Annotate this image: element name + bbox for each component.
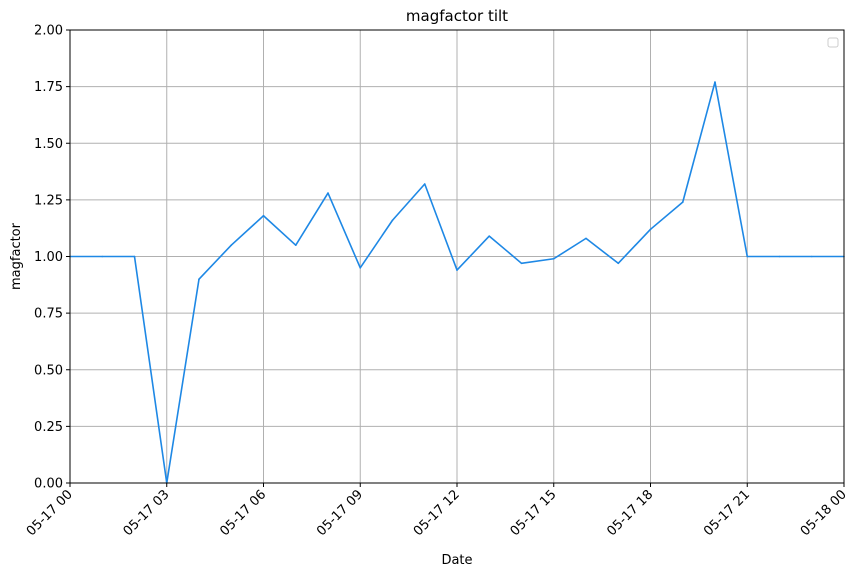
x-tick-label: 05-17 18	[604, 487, 656, 539]
data-point	[714, 81, 716, 83]
data-point	[488, 235, 491, 237]
ticks: 05-17 00 05-17 03 05-17 06 05-17 09 05-17 12…	[24, 24, 850, 540]
data-point	[456, 269, 458, 271]
data-point	[391, 219, 394, 222]
y-tick-label: 2.00	[34, 24, 63, 39]
x-tick-label: 05-17 06	[217, 487, 269, 539]
data-point	[198, 278, 200, 280]
data-point	[133, 255, 136, 258]
data-point	[778, 255, 781, 258]
data-point	[262, 214, 265, 217]
x-tick-label: 05-17 15	[508, 487, 560, 539]
x-tick-label: 05-17 03	[121, 487, 173, 539]
y-tick-label: 1.00	[34, 250, 63, 265]
chart-title: magfactor tilt	[406, 7, 508, 25]
x-tick-label: 05-17 00	[24, 487, 76, 539]
y-tick-label: 0.25	[34, 420, 63, 435]
legend-box	[827, 37, 839, 48]
y-tick-label: 0.00	[34, 477, 63, 492]
data-point	[327, 192, 329, 194]
y-tick-label: 1.75	[34, 80, 63, 95]
y-tick-label: 1.25	[34, 193, 63, 208]
y-axis-label: magfactor	[9, 222, 24, 290]
x-axis-label: Date	[441, 553, 472, 568]
data-point	[746, 255, 749, 258]
data-point	[617, 262, 620, 265]
x-tick-label: 05-17 12	[411, 487, 463, 539]
y-tick-label: 0.75	[34, 307, 63, 322]
data-point	[423, 183, 426, 185]
data-point	[294, 244, 297, 246]
y-tick-label: 1.50	[34, 137, 63, 152]
data-point	[230, 244, 233, 246]
x-tick-label: 05-17 21	[701, 487, 753, 539]
y-tick-label: 0.50	[34, 363, 63, 378]
grid	[69, 29, 845, 484]
data-point	[585, 237, 587, 240]
x-tick-label: 05-18 00	[798, 487, 850, 539]
x-tick-label: 05-17 09	[314, 487, 366, 539]
data-point	[552, 257, 555, 260]
data-point	[359, 267, 362, 269]
data-point	[649, 228, 652, 231]
data-point	[810, 255, 813, 258]
data-point	[520, 262, 523, 265]
data-point	[101, 255, 104, 258]
data-point	[681, 201, 684, 203]
